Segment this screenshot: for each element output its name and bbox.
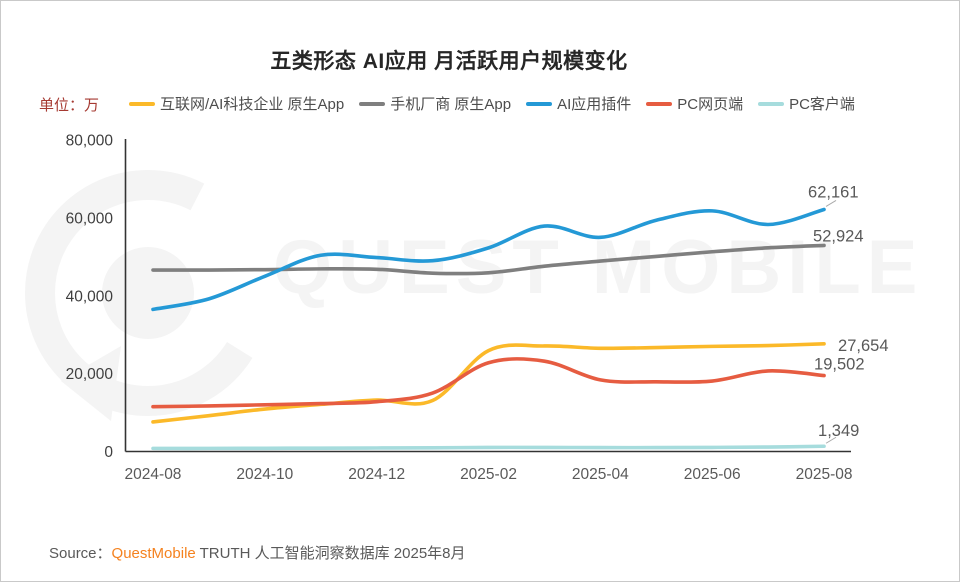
series-lines (151, 207, 826, 451)
source-brand: QuestMobile (111, 545, 196, 562)
legend-swatch-icon (359, 101, 386, 106)
end-label-3: 19,502 (814, 356, 864, 374)
line-series-0 (151, 342, 826, 424)
watermark-text: QUEST MOBILE (273, 225, 923, 310)
legend-swatch-icon (526, 101, 553, 106)
x-tick-label: 2025-02 (460, 466, 517, 483)
line-series-1 (151, 243, 826, 276)
end-label-1: 52,924 (813, 227, 863, 245)
line-series-4 (151, 444, 826, 451)
end-label-2: 62,161 (808, 183, 858, 201)
end-label-4: 1,349 (818, 422, 859, 440)
legend-item-0: 互联网/AI科技企业 原生App (129, 93, 344, 114)
legend-swatch-icon (129, 101, 155, 106)
source-suffix: TRUTH 人工智能洞察数据库 2025年8月 (195, 545, 466, 562)
legend-item-1: 手机厂商 原生App (359, 93, 511, 114)
x-tick-label: 2024-08 (125, 466, 182, 483)
x-tick-label: 2025-06 (684, 466, 741, 483)
series-end-labels: 27,654 52,924 62,161 19,502 1,349 (808, 183, 889, 444)
x-tick-label: 2025-04 (572, 466, 629, 483)
line-series-2 (151, 207, 826, 312)
y-tick-label: 80,000 (66, 133, 114, 150)
legend-label: 互联网/AI科技企业 原生App (160, 96, 345, 113)
chart-title: 五类形态 AI应用 月活跃用户规模变化 (270, 50, 628, 73)
y-tick-label: 0 (104, 444, 113, 461)
y-tick-label: 60,000 (66, 210, 114, 227)
legend-label: PC网页端 (677, 96, 744, 113)
legend-item-4: PC客户端 (758, 93, 855, 114)
legend-label: PC客户端 (789, 96, 855, 113)
x-tick-label: 2024-10 (236, 466, 293, 483)
x-tick-label: 2025-08 (796, 466, 853, 483)
legend-label: AI应用插件 (557, 96, 632, 113)
legend-item-3: PC网页端 (646, 93, 743, 114)
source-line: Source：QuestMobile TRUTH 人工智能洞察数据库 2025年… (49, 542, 466, 563)
legend-item-2: AI应用插件 (526, 93, 631, 114)
y-tick-label: 20,000 (66, 366, 114, 383)
end-label-0: 27,654 (838, 337, 888, 355)
line-series-3 (151, 357, 826, 409)
x-tick-label: 2024-12 (348, 466, 405, 483)
unit-label: 单位：万 (39, 97, 100, 114)
y-tick-label: 40,000 (66, 288, 114, 305)
source-prefix: Source： (49, 545, 112, 562)
legend-label: 手机厂商 原生App (390, 96, 512, 113)
axes: 0 20,000 40,000 60,000 80,000 2024-08 2024-10 2… (66, 133, 853, 484)
legend-swatch-icon (646, 101, 673, 106)
legend: 互联网/AI科技企业 原生App 手机厂商 原生App AI应用插件 PC网页端 PC客… (129, 93, 855, 114)
legend-swatch-icon (758, 101, 785, 106)
